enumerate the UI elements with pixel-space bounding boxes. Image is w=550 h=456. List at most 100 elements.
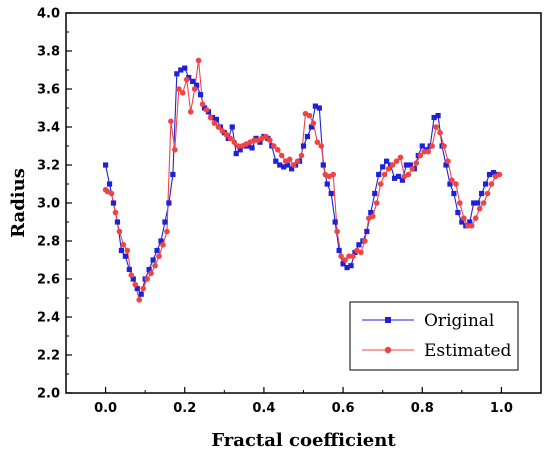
legend-box	[349, 301, 519, 371]
y-tick-label: 4.0	[37, 7, 60, 22]
data-point-original	[304, 133, 311, 140]
y-tick-label: 2.4	[37, 311, 60, 326]
data-point-estimated	[128, 272, 135, 279]
data-point-original	[340, 261, 346, 267]
data-point-original	[419, 143, 425, 149]
data-point-estimated	[362, 238, 368, 244]
data-point-estimated	[476, 205, 483, 212]
data-point-estimated	[168, 118, 174, 125]
series-line-estimated	[105, 60, 500, 302]
data-point-original	[166, 200, 172, 206]
y-tick-label: 3.6	[37, 83, 60, 98]
data-point-estimated	[211, 120, 218, 126]
data-point-estimated	[472, 215, 479, 221]
data-point-original	[114, 219, 121, 225]
data-point-original	[102, 162, 109, 168]
data-point-estimated	[393, 158, 400, 164]
data-point-original	[174, 71, 180, 77]
data-point-original	[332, 219, 338, 225]
data-point-estimated	[116, 228, 123, 235]
data-point-estimated	[377, 181, 384, 187]
data-point-original	[118, 247, 125, 254]
data-point-original	[312, 103, 318, 109]
data-point-estimated	[369, 213, 376, 220]
x-axis-title: Fractal coefficient	[211, 430, 396, 451]
data-point-original	[486, 171, 493, 178]
data-point-original	[443, 162, 449, 168]
data-point-original	[213, 116, 220, 122]
data-point-estimated	[409, 166, 416, 172]
data-point-original	[372, 190, 378, 197]
data-point-original	[229, 124, 235, 130]
data-point-estimated	[148, 270, 154, 277]
y-tick-label: 2.2	[37, 349, 60, 364]
data-point-original	[459, 219, 465, 225]
data-point-estimated	[136, 297, 143, 303]
data-point-estimated	[350, 253, 356, 259]
legend: Original Estimated	[349, 301, 519, 371]
data-point-original	[451, 190, 457, 197]
data-point-original	[490, 170, 497, 176]
data-point-estimated	[179, 90, 186, 96]
data-point-estimated	[397, 154, 404, 161]
data-point-estimated	[425, 148, 431, 155]
data-point-original	[273, 158, 279, 164]
data-point-estimated	[223, 131, 230, 138]
data-point-estimated	[290, 162, 297, 168]
data-point-original	[308, 124, 315, 130]
data-point-estimated	[310, 120, 317, 126]
data-point-original	[277, 162, 283, 168]
data-point-original	[344, 265, 350, 271]
data-point-original	[475, 200, 481, 206]
data-point-estimated	[464, 223, 471, 229]
data-point-estimated	[385, 166, 392, 172]
data-point-original	[249, 145, 255, 151]
data-point-original	[336, 247, 342, 254]
data-point-estimated	[421, 148, 428, 155]
data-point-estimated	[433, 124, 439, 130]
data-point-original	[356, 242, 362, 248]
data-point-original	[182, 65, 188, 71]
data-point-original	[285, 162, 291, 168]
x-tick-label: 0.2	[173, 401, 196, 416]
data-point-estimated	[484, 190, 491, 197]
data-point-original	[328, 190, 334, 197]
data-point-original	[122, 253, 128, 259]
data-point-estimated	[227, 135, 234, 142]
data-point-estimated	[405, 171, 412, 178]
data-point-estimated	[195, 57, 202, 64]
data-point-estimated	[191, 86, 198, 92]
data-point-original	[146, 266, 152, 273]
data-point-original	[395, 173, 402, 179]
data-point-original	[320, 162, 326, 168]
data-point-original	[407, 162, 413, 168]
data-point-original	[364, 228, 370, 235]
x-tick-label: 0.4	[252, 401, 275, 416]
data-point-estimated	[156, 253, 162, 259]
data-point-estimated	[373, 200, 380, 206]
data-point-original	[324, 181, 330, 187]
y-tick-label: 2.6	[37, 273, 60, 288]
data-point-estimated	[413, 160, 420, 166]
x-tick-label: 0.8	[411, 401, 434, 416]
data-point-original	[106, 181, 113, 187]
x-tick-label: 0.6	[332, 401, 355, 416]
y-axis-title: Radius	[8, 168, 29, 238]
data-point-estimated	[172, 147, 178, 153]
data-point-estimated	[231, 139, 238, 145]
data-point-estimated	[112, 209, 119, 216]
data-point-estimated	[453, 181, 459, 187]
y-tick-label: 3.4	[37, 121, 60, 136]
data-point-original	[380, 164, 386, 170]
data-point-original	[154, 247, 160, 254]
data-point-original	[316, 105, 322, 111]
data-point-original	[479, 190, 485, 197]
x-axis-ticks: 0.0 0.2 0.4 0.6 0.8 1.0	[65, 387, 542, 416]
data-point-estimated	[183, 76, 190, 83]
data-point-estimated	[278, 152, 285, 159]
legend-label-estimated: Estimated	[424, 341, 512, 361]
data-point-original	[435, 113, 441, 119]
data-point-estimated	[160, 242, 166, 248]
data-point-original	[281, 164, 287, 170]
